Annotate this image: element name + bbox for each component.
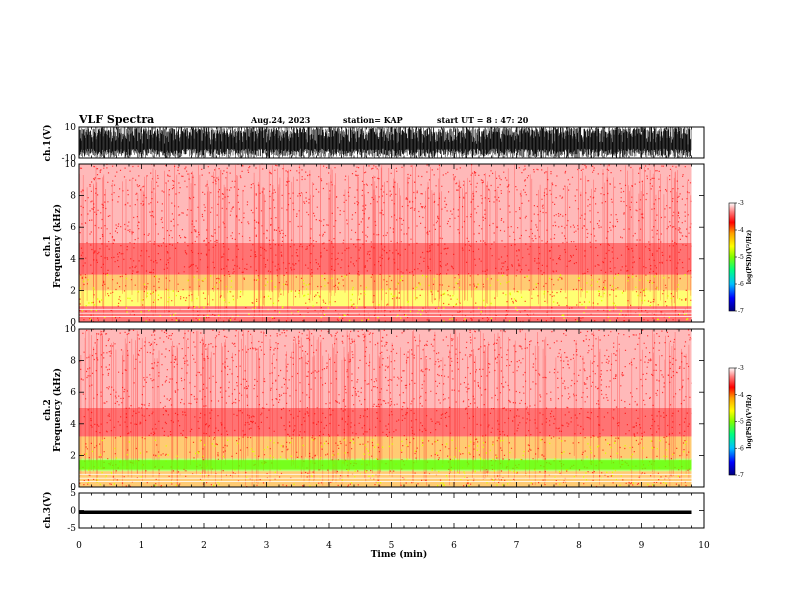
- ch3-waveform-panel: 5 0 -5: [67, 489, 705, 534]
- start-time-label: start UT = 8 : 47: 20: [437, 115, 529, 125]
- ch3-waveform-trace: [79, 510, 692, 514]
- y-tick-label: 10: [65, 325, 77, 335]
- colorbar-label: log(PSD)(V²/Hz): [746, 394, 753, 449]
- ch1-spectrogram-panel: 0 2 4 6 8 10: [65, 160, 705, 328]
- x-tick-label: 7: [514, 541, 520, 551]
- ch1-waveform-trace: [78, 127, 692, 158]
- spectrogram-streaks: [80, 329, 690, 487]
- colorbar-tick-label: -6: [738, 281, 744, 288]
- ch1-spectrogram-ylabel-freq: Frequency (kHz): [52, 204, 63, 288]
- y-tick-label: 8: [70, 357, 76, 367]
- colorbar-tick-label: -5: [738, 419, 744, 426]
- colorbar-tick-label: -7: [738, 472, 744, 479]
- spectrogram-band: [79, 329, 692, 408]
- x-tick-label: 6: [451, 541, 457, 551]
- x-tick-label: 9: [639, 541, 645, 551]
- x-tick-label: 5: [389, 541, 395, 551]
- no-data-region: [691, 329, 704, 487]
- ch2-spectrogram-ylabel-freq: Frequency (kHz): [52, 368, 63, 452]
- ch1-waveform-panel: 10 -10: [62, 123, 705, 164]
- spectrogram-speckle: [79, 163, 693, 323]
- ch2-green-band: [79, 460, 692, 470]
- y-tick-label: 10: [65, 123, 77, 133]
- ch3-waveform-ylabel: ch.3(V): [42, 492, 53, 529]
- y-tick-label: 4: [70, 420, 76, 430]
- y-tick-label: 5: [70, 489, 76, 499]
- spectrogram-band: [79, 408, 692, 437]
- y-tick-label: -5: [67, 524, 76, 534]
- x-tick-label: 3: [264, 541, 270, 551]
- colorbar-tick-label: -6: [738, 445, 744, 452]
- y-tick-label: 6: [70, 388, 76, 398]
- figure-title: VLF Spectra: [78, 113, 154, 126]
- y-tick-label: 6: [70, 223, 76, 233]
- ch2-spectrogram-ylabel-channel: ch.2: [43, 399, 53, 420]
- colorbar-tick-label: -7: [738, 308, 744, 315]
- x-tick-label: 10: [698, 541, 710, 551]
- x-axis-ticks: 0 1 2 3 4 5 6 7 8 9 10: [76, 541, 710, 551]
- x-tick-label: 2: [201, 541, 207, 551]
- spectrogram-band: [79, 243, 692, 275]
- x-axis-label: Time (min): [371, 549, 428, 560]
- spectrogram-band: [79, 436, 692, 459]
- spectrogram-band: [79, 164, 692, 243]
- colorbar-tick-label: -3: [738, 200, 744, 207]
- station-label: station= KAP: [343, 115, 403, 125]
- y-tick-label: 0: [70, 483, 76, 493]
- colorbar-scale: [728, 202, 736, 312]
- x-tick-label: 8: [576, 541, 582, 551]
- spectrogram-band: [79, 290, 692, 307]
- colorbar-tick-label: -4: [738, 227, 744, 234]
- y-tick-label: 2: [70, 286, 76, 296]
- colorbar-scale: [728, 367, 736, 476]
- colorbar-label: log(PSD)(V²/Hz): [746, 230, 753, 285]
- ch2-spectrogram-panel: 0 2 4 6 8 10: [65, 325, 705, 493]
- colorbar-tick-label: -5: [738, 254, 744, 261]
- date-label: Aug.24, 2023: [250, 115, 311, 125]
- x-tick-label: 4: [326, 541, 332, 551]
- y-tick-label: 0: [70, 318, 76, 328]
- y-tick-label: -10: [62, 154, 77, 164]
- colorbar-tick-label: -4: [738, 392, 744, 399]
- spectrogram-band: [79, 306, 692, 322]
- colorbar-tick-label: -3: [738, 365, 744, 372]
- x-tick-label: 1: [139, 541, 145, 551]
- ch1-spectrogram-ylabel-channel: ch.1: [43, 235, 53, 256]
- spectrogram-band: [79, 274, 692, 291]
- y-tick-label: 8: [70, 192, 76, 202]
- x-tick-label: 0: [76, 541, 82, 551]
- spectrogram-streaks: [79, 164, 692, 322]
- spectrogram-hotspots: [81, 439, 687, 488]
- ch2-colorbar: -3 -4 -5 -6 -7 log(PSD)(V²/Hz): [728, 365, 753, 479]
- y-tick-label: 10: [65, 160, 77, 170]
- y-tick-label: 0: [70, 507, 76, 517]
- ch1-colorbar: -3 -4 -5 -6 -7 log(PSD)(V²/Hz): [728, 200, 753, 315]
- y-tick-label: 2: [70, 451, 76, 461]
- y-tick-label: 4: [70, 255, 76, 265]
- no-data-region: [691, 164, 704, 322]
- ch1-waveform-ylabel: ch.1(V): [42, 125, 53, 162]
